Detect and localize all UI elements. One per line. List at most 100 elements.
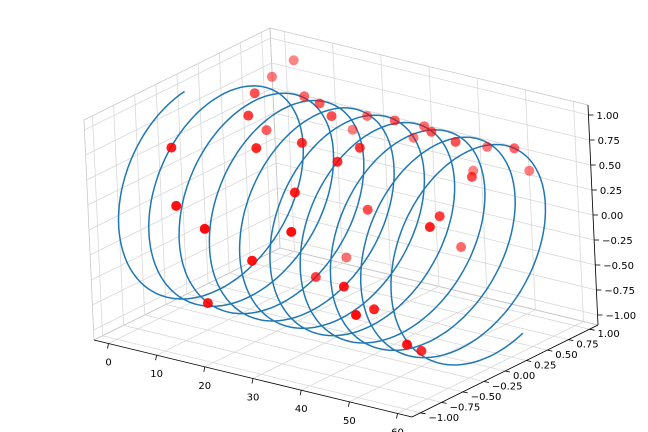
scatter-point <box>482 141 493 152</box>
z-grid-line <box>88 137 276 231</box>
x-tick-label: 20 <box>198 381 211 392</box>
z-grid-line <box>278 212 597 291</box>
scatter-point <box>424 222 435 232</box>
scatter-point <box>456 242 467 252</box>
tick-labels: 0102030405060−1.00−0.75−0.50−0.250.000.2… <box>105 111 636 432</box>
helix-line <box>117 85 547 366</box>
y-grid-line <box>102 335 421 414</box>
scatter-point <box>354 142 365 153</box>
scatter-point <box>434 211 445 222</box>
scatter-series <box>166 55 535 356</box>
scatter-point <box>369 304 380 315</box>
scatter-point <box>509 143 520 154</box>
scatter-point <box>389 115 400 126</box>
y-tick-mark <box>420 412 426 415</box>
y-tick-label: −0.50 <box>471 392 502 403</box>
z-grid-line <box>93 237 280 331</box>
scatter-point <box>426 126 437 137</box>
helix-line-series <box>117 85 547 366</box>
scatter-point <box>408 132 419 143</box>
x-tick-mark <box>107 343 109 349</box>
scatter-point <box>296 137 307 148</box>
z-grid-line <box>270 37 589 116</box>
y-tick-label: −1.00 <box>429 413 460 424</box>
x-tick-mark <box>155 355 157 361</box>
grid-lines <box>84 31 598 414</box>
x-tick-label: 30 <box>247 393 260 404</box>
scatter-point <box>466 171 477 182</box>
x-tick-mark <box>299 390 302 396</box>
scatter-point <box>338 281 349 292</box>
y-grid-line <box>123 325 442 403</box>
scatter-point <box>251 143 262 154</box>
scatter-point <box>247 255 258 266</box>
scatter-point <box>362 111 373 121</box>
x-tick-mark <box>251 378 254 384</box>
scatter-point <box>261 125 272 136</box>
z-tick-label: −0.50 <box>603 261 634 272</box>
z-tick-label: 0.75 <box>598 136 620 147</box>
scatter-point <box>299 91 310 102</box>
y-tick-mark <box>589 328 595 331</box>
y-grid-line <box>208 283 527 361</box>
x-tick-label: 50 <box>343 416 356 427</box>
y-grid-line <box>186 293 506 372</box>
z-grid-line <box>271 62 590 141</box>
z-grid-line <box>273 112 592 191</box>
x-tick-label: 40 <box>295 404 308 415</box>
z-tick-label: 1.00 <box>597 111 619 122</box>
scatter-point <box>171 200 182 211</box>
z-grid-line <box>272 87 591 166</box>
scatter-point <box>416 345 427 356</box>
x-tick-mark <box>396 413 398 419</box>
y-tick-label: −0.25 <box>492 382 523 393</box>
z-grid-line <box>279 237 598 316</box>
scatter-point <box>347 124 358 135</box>
z-tick-label: −1.00 <box>606 311 637 322</box>
scatter-point <box>402 339 412 350</box>
z-tick-label: 0.50 <box>599 161 621 172</box>
y-tick-mark <box>483 381 489 383</box>
y-tick-mark <box>547 349 553 352</box>
y-tick-label: 0.75 <box>576 340 598 351</box>
z-grid-line <box>87 112 275 206</box>
z-grid-line <box>277 187 596 266</box>
z-tick-label: −0.75 <box>604 286 635 297</box>
z-grid-line <box>276 162 595 241</box>
z-grid-line <box>92 212 279 306</box>
scatter-point <box>289 187 300 198</box>
z-tick-label: −0.25 <box>602 236 633 247</box>
scatter-point <box>314 98 325 109</box>
scatter-point <box>450 136 461 147</box>
y-tick-mark <box>526 360 532 362</box>
z-grid-line <box>85 62 272 156</box>
left-pane <box>83 27 281 341</box>
y-tick-mark <box>504 370 511 373</box>
z-tick-label: 0.25 <box>600 186 622 197</box>
y-grid-line <box>165 304 484 382</box>
scatter-point <box>341 252 352 263</box>
x-tick-mark <box>203 366 206 372</box>
y-grid-line <box>271 251 590 330</box>
z-grid-line <box>89 162 277 256</box>
scatter-point <box>351 310 361 320</box>
x-tick-mark <box>348 401 350 407</box>
scatter-point <box>326 111 337 122</box>
y-grid-line <box>229 272 548 351</box>
y-grid-line <box>144 314 463 393</box>
z-grid-line <box>84 37 271 131</box>
scatter-point <box>243 110 254 121</box>
scatter-point <box>199 223 210 234</box>
y-tick-mark <box>462 391 468 394</box>
x-tick-label: 60 <box>391 428 404 432</box>
scatter-point <box>267 71 277 82</box>
scatter-point <box>166 142 177 153</box>
y-tick-mark <box>568 339 574 341</box>
scatter-point <box>524 165 535 176</box>
scatter-point <box>362 204 373 215</box>
scatter-point <box>332 156 343 167</box>
y-tick-label: 0.00 <box>513 371 535 382</box>
y-tick-label: −0.75 <box>450 402 481 413</box>
x-tick-label: 10 <box>150 369 163 380</box>
